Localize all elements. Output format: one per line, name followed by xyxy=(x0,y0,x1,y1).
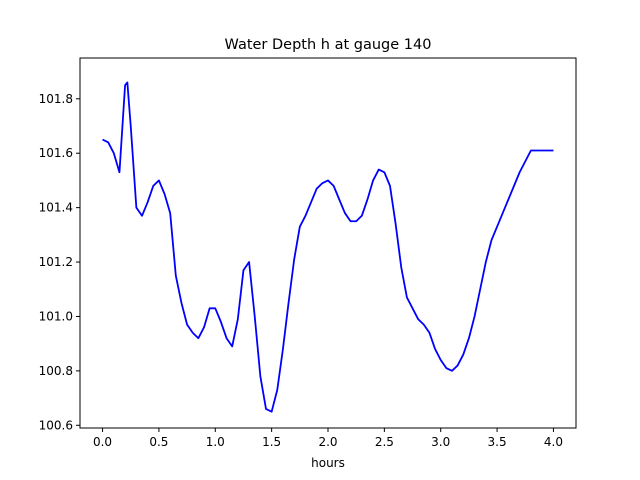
x-tick-label: 2.0 xyxy=(318,435,337,449)
x-axis: 0.0 0.5 1.0 1.5 2.0 2.5 3.0 3.5 4.0 xyxy=(93,428,563,449)
x-tick-label: 2.5 xyxy=(375,435,394,449)
y-axis: 100.6 100.8 101.0 101.2 101.4 101.6 101.8 xyxy=(39,92,80,432)
x-tick-label: 3.5 xyxy=(488,435,507,449)
x-tick-label: 1.5 xyxy=(262,435,281,449)
plot-area xyxy=(102,81,554,413)
x-tick-label: 3.0 xyxy=(431,435,450,449)
series-line-0 xyxy=(102,81,554,413)
y-tick-label: 100.8 xyxy=(39,364,73,378)
y-tick-label: 100.6 xyxy=(39,418,73,432)
x-tick-label: 0.0 xyxy=(93,435,112,449)
y-tick-label: 101.2 xyxy=(39,255,73,269)
x-tick-label: 1.0 xyxy=(206,435,225,449)
y-tick-label: 101.8 xyxy=(39,92,73,106)
chart-title: Water Depth h at gauge 140 xyxy=(225,37,432,53)
y-tick-label: 101.4 xyxy=(39,201,73,215)
x-tick-label: 4.0 xyxy=(544,435,563,449)
x-tick-label: 0.5 xyxy=(149,435,168,449)
plot-frame xyxy=(79,57,577,429)
x-axis-label: hours xyxy=(311,456,345,470)
y-tick-label: 101.6 xyxy=(39,146,73,160)
y-tick-label: 101.0 xyxy=(39,309,73,323)
